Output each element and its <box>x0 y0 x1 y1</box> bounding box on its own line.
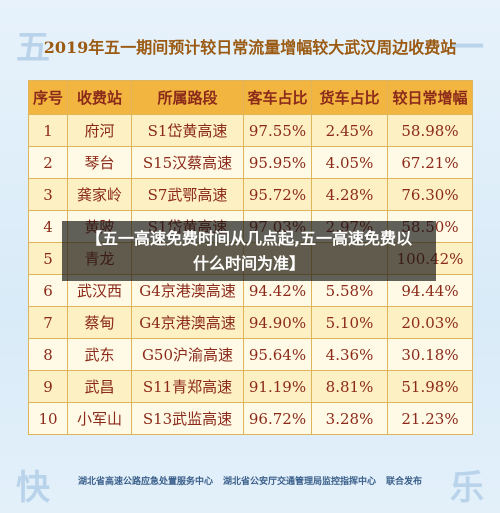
table-cell: 95.72% <box>243 178 312 211</box>
table-cell: 武东 <box>67 338 132 371</box>
table-cell: 51.98% <box>387 370 473 403</box>
table-cell: 76.30% <box>387 178 473 211</box>
footer-text: 湖北省高速公路应急处置服务中心 <box>77 477 213 487</box>
table-cell: S7武鄂高速 <box>131 178 244 211</box>
table-cell: 4.28% <box>311 178 388 211</box>
table-cell: 95.64% <box>243 338 312 371</box>
table-cell: 97.55% <box>243 114 312 147</box>
table-row: 3 龚家岭 S7武鄂高速 95.72% 4.28% 76.30% <box>28 178 473 211</box>
table-cell: 3 <box>28 178 68 211</box>
corner-char: 一 <box>450 28 484 68</box>
header-row: 序号 收费站 所属路段 客车占比 货车占比 较日常增幅 <box>28 80 473 115</box>
table-cell: 2 <box>28 146 68 179</box>
table-row: 7 蔡甸 G4京港澳高速 94.90% 5.10% 20.03% <box>28 306 473 339</box>
table-cell: 58.98% <box>387 114 473 147</box>
banner: 【五一高速免费时间从几点起,五一高速免费以什么时间为准】 <box>62 221 436 281</box>
table-cell: 5.10% <box>311 306 388 339</box>
table-row: 8 武东 G50沪渝高速 95.64% 4.36% 30.18% <box>28 338 473 371</box>
table-row: 2 琴台 S15汉蔡高速 95.95% 4.05% 67.21% <box>28 146 473 179</box>
table-cell: S1岱黄高速 <box>131 114 244 147</box>
table-cell: 4.05% <box>311 146 388 179</box>
table-cell: 6 <box>28 274 68 307</box>
table-cell: 91.19% <box>243 370 312 403</box>
table-row: 9 武昌 S11青郑高速 91.19% 8.81% 51.98% <box>28 370 473 403</box>
corner-char: 快 <box>16 468 50 508</box>
table-cell: S13武监高速 <box>131 402 244 435</box>
column-header: 收费站 <box>67 80 132 115</box>
footer-text: 湖北省公安厅交通管理局监控指挥中心 <box>222 477 376 487</box>
column-header: 序号 <box>28 80 68 115</box>
table-cell: 蔡甸 <box>67 306 132 339</box>
column-header: 较日常增幅 <box>387 80 473 115</box>
table-cell: 2.45% <box>311 114 388 147</box>
table-cell: 琴台 <box>67 146 132 179</box>
table-cell: 5 <box>28 242 68 275</box>
table-cell: S15汉蔡高速 <box>131 146 244 179</box>
table-cell: G50沪渝高速 <box>131 338 244 371</box>
table-cell: 4 <box>28 210 68 243</box>
table-cell: 龚家岭 <box>67 178 132 211</box>
table-cell: 95.95% <box>243 146 312 179</box>
table-cell: 3.28% <box>311 402 388 435</box>
table-cell: 武昌 <box>67 370 132 403</box>
title: 2019年五一期间预计较日常流量增幅较大武汉周边收费站 <box>43 38 457 57</box>
column-header: 所属路段 <box>131 80 244 115</box>
column-header: 货车占比 <box>311 80 388 115</box>
table-cell: 1 <box>28 114 68 147</box>
table-cell: 8 <box>28 338 68 371</box>
table-row: 1 府河 S1岱黄高速 97.55% 2.45% 58.98% <box>28 114 473 147</box>
column-header: 客车占比 <box>243 80 312 115</box>
footer: 湖北省高速公路应急处置服务中心 湖北省公安厅交通管理局监控指挥中心 联合发布 <box>0 474 500 487</box>
table-cell: 9 <box>28 370 68 403</box>
table-cell: S11青郑高速 <box>131 370 244 403</box>
footer-text: 联合发布 <box>386 477 423 487</box>
table-cell: 4.36% <box>311 338 388 371</box>
table-row: 10 小军山 S13武监高速 96.72% 3.28% 21.23% <box>28 402 473 435</box>
table-cell: 21.23% <box>387 402 473 435</box>
table-cell: G4京港澳高速 <box>131 306 244 339</box>
table-cell: 94.90% <box>243 306 312 339</box>
table-cell: 20.03% <box>387 306 473 339</box>
table-cell: 8.81% <box>311 370 388 403</box>
table-cell: 小军山 <box>67 402 132 435</box>
table-cell: 7 <box>28 306 68 339</box>
table-cell: 67.21% <box>387 146 473 179</box>
corner-char: 五 <box>16 28 50 68</box>
table-cell: 96.72% <box>243 402 312 435</box>
corner-char: 乐 <box>450 468 484 508</box>
table-cell: 10 <box>28 402 68 435</box>
table-cell: 30.18% <box>387 338 473 371</box>
table-cell: 府河 <box>67 114 132 147</box>
